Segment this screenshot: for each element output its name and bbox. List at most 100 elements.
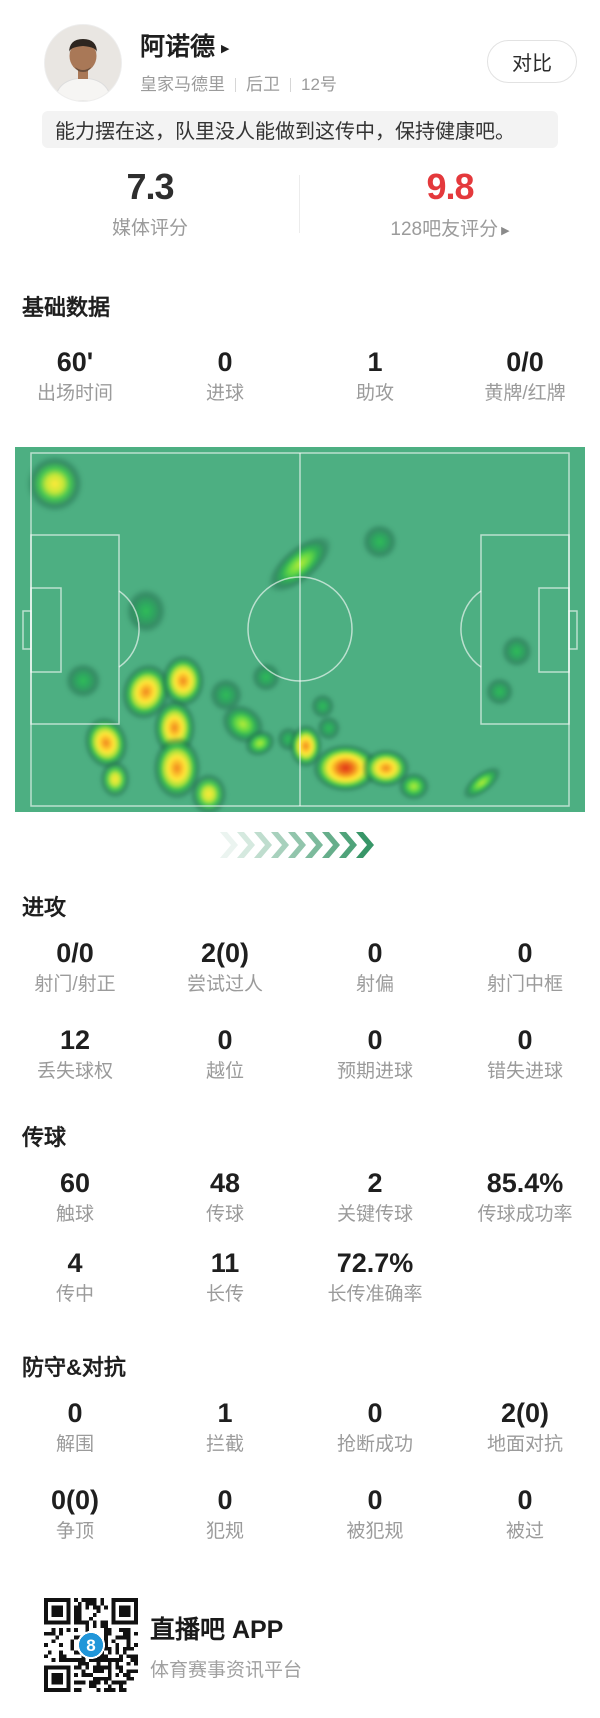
stat-cell: 2(0) 尝试过人 [150,938,300,997]
stat-row: 0 解围 1 拦截 0 抢断成功 2(0) 地面对抗 [0,1398,600,1457]
pitch-markings [22,452,578,807]
section-title-defense: 防守&对抗 [22,1355,126,1380]
stat-cell: 11 长传 [150,1248,300,1307]
qr-code-icon: 8 [44,1598,138,1692]
stat-label: 抢断成功 [336,1434,413,1455]
stat-cell: 2(0) 地面对抗 [450,1398,600,1457]
stat-label: 拦截 [205,1434,244,1455]
divider [235,78,236,92]
stat-value: 60 [59,1168,91,1198]
player-name: 阿诺德 [140,33,216,61]
heat-blob [308,691,338,721]
app-tagline: 体育赛事资讯平台 [150,1660,303,1681]
media-rating-label: 媒体评分 [0,217,300,241]
stat-cell: 0 射门中框 [450,938,600,997]
stat-row: 4 传中 11 长传 72.7% 长传准确率 [0,1248,600,1307]
stat-value: 0 [67,1398,83,1428]
stat-label: 地面对抗 [486,1434,563,1455]
stat-value: 0(0) [50,1485,99,1515]
stat-value: 4 [67,1248,83,1278]
stat-cell: 60 触球 [0,1168,150,1227]
player-subtitle: 皇家马德里 后卫 12号 [140,74,337,96]
stat-value: 1 [367,347,383,377]
fans-arrow-icon: ▶ [501,225,510,237]
section-title-passing: 传球 [22,1125,67,1150]
heat-blobs-layer [15,447,585,812]
stat-cell: 4 传中 [0,1248,150,1307]
fans-rating-label-text: 128吧友评分 [390,219,499,240]
name-arrow-icon: ▶ [221,43,230,55]
stat-value: 85.4% [486,1168,564,1198]
heat-blob [122,585,170,638]
stat-value: 0 [217,1025,233,1055]
heat-blob [498,633,535,670]
player-name-row[interactable]: 阿诺德 ▶ [140,30,229,64]
media-rating: 7.3 媒体评分 [0,165,300,241]
stat-cell: 1 助攻 [300,347,450,406]
heat-blob [97,758,132,800]
stat-cell: 85.4% 传球成功率 [450,1168,600,1227]
stat-value: 0 [517,938,533,968]
stat-label: 错失进球 [486,1061,563,1082]
heat-blob [482,674,517,709]
stat-cell: 12 丢失球权 [0,1025,150,1084]
stat-cell: 0 预期进球 [300,1025,450,1084]
stat-row: 0(0) 争顶 0 犯规 0 被犯规 0 被过 [0,1485,600,1544]
stat-value: 0 [367,1025,383,1055]
stat-value: 2(0) [500,1398,549,1428]
stat-label: 出场时间 [36,383,113,404]
stat-cell: 0 越位 [150,1025,300,1084]
stat-label: 射门/射正 [34,974,116,995]
media-rating-value: 7.3 [126,166,174,207]
chevron-icon [288,832,306,858]
heat-blob [395,770,433,803]
stat-value: 2(0) [200,938,249,968]
player-number: 12号 [301,75,337,94]
section-title-attack: 进攻 [22,895,67,920]
vertical-divider [299,175,300,233]
stat-label: 触球 [55,1204,94,1225]
stat-cell: 0 错失进球 [450,1025,600,1084]
heat-blob [248,660,283,694]
stat-label: 预期进球 [336,1061,413,1082]
media-rating-label-text: 媒体评分 [111,218,188,239]
stat-label: 传中 [55,1284,94,1305]
position-heatmap [15,447,585,812]
stat-label: 争顶 [55,1521,94,1542]
compare-button[interactable]: 对比 [487,40,577,83]
stat-value: 0 [517,1485,533,1515]
stat-label: 长传 [205,1284,244,1305]
stat-value: 0 [217,347,233,377]
chevron-icon [237,832,255,858]
stat-cell: 0 被过 [450,1485,600,1544]
stat-label: 被犯规 [346,1521,404,1542]
chevron-icon [305,832,323,858]
stat-row: 60' 出场时间 0 进球 1 助攻 0/0 黄牌/红牌 [0,347,600,406]
stat-value: 11 [210,1248,240,1278]
stat-value: 0 [517,1025,533,1055]
stat-value: 12 [59,1025,91,1055]
stat-cell: 1 拦截 [150,1398,300,1457]
avatar-illustration [45,25,121,101]
ratings-row: 7.3 媒体评分 9.8 128吧友评分 ▶ [0,165,600,245]
stat-cell: 60' 出场时间 [0,347,150,406]
section-title-basic: 基础数据 [22,295,111,320]
stat-cell: 0 被犯规 [300,1485,450,1544]
stat-value: 60' [56,347,94,377]
stat-label: 越位 [205,1061,244,1082]
stat-cell: 0/0 黄牌/红牌 [450,347,600,406]
stat-cell: 2 关键传球 [300,1168,450,1227]
stat-row: 12 丢失球权 0 越位 0 预期进球 0 错失进球 [0,1025,600,1084]
stat-value: 2 [367,1168,383,1198]
fans-rating[interactable]: 9.8 128吧友评分 ▶ [300,165,600,243]
chevron-icon [339,832,357,858]
heat-blob [62,659,105,702]
stat-row: 0/0 射门/射正 2(0) 尝试过人 0 射偏 0 射门中框 [0,938,600,997]
stat-label: 传球 [205,1204,244,1225]
stat-label: 被过 [505,1521,544,1542]
stat-value: 0/0 [506,347,544,377]
stat-cell: 0 抢断成功 [300,1398,450,1457]
fans-rating-label: 128吧友评分 ▶ [300,217,600,243]
stat-cell: 0 进球 [150,347,300,406]
divider [290,78,291,92]
